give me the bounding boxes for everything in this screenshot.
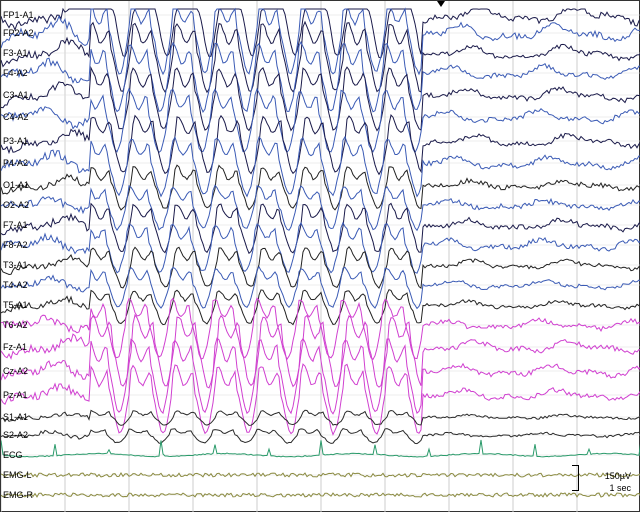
channel-label: Pz-A1: [3, 390, 28, 400]
event-marker-icon: [437, 1, 445, 7]
amplitude-scale-label: 150µV: [605, 471, 631, 481]
channel-label: EMG-R: [3, 490, 33, 500]
channel-label: C4-A2: [3, 112, 29, 122]
channel-label: O2-A2: [3, 200, 29, 210]
channel-label: O1-A1: [3, 180, 29, 190]
channel-label: Cz-A2: [3, 366, 28, 376]
channel-label: C3-A1: [3, 90, 29, 100]
channel-label: S1-A1: [3, 412, 28, 422]
channel-label: P3-A1: [3, 136, 28, 146]
channel-label: FP2-A2: [3, 28, 34, 38]
channel-label: ECG: [3, 450, 23, 460]
channel-label: T4-A2: [3, 280, 28, 290]
eeg-chart: FP1-A1 FP2-A2 F3-A1 F4-A2 C3-A1 C4-A2 P3-A1 P4-…: [0, 0, 640, 512]
channel-label: T3-A1: [3, 260, 28, 270]
channel-label: FP1-A1: [3, 10, 34, 20]
channel-label: T6-A2: [3, 320, 28, 330]
channel-label: P4-A2: [3, 158, 28, 168]
channel-label: F3-A1: [3, 48, 28, 58]
channel-label: F4-A2: [3, 68, 28, 78]
channel-label: F8-A2: [3, 240, 28, 250]
channel-label: S2-A2: [3, 430, 28, 440]
scale-bracket-icon: [572, 465, 579, 491]
channel-label: F7-A1: [3, 220, 28, 230]
time-scale-label: 1 sec: [609, 483, 631, 493]
channel-label: Fz-A1: [3, 342, 27, 352]
eeg-plot-svg: [1, 1, 640, 512]
channel-label: T5-A1: [3, 300, 28, 310]
channel-label: EMG-L: [3, 470, 32, 480]
